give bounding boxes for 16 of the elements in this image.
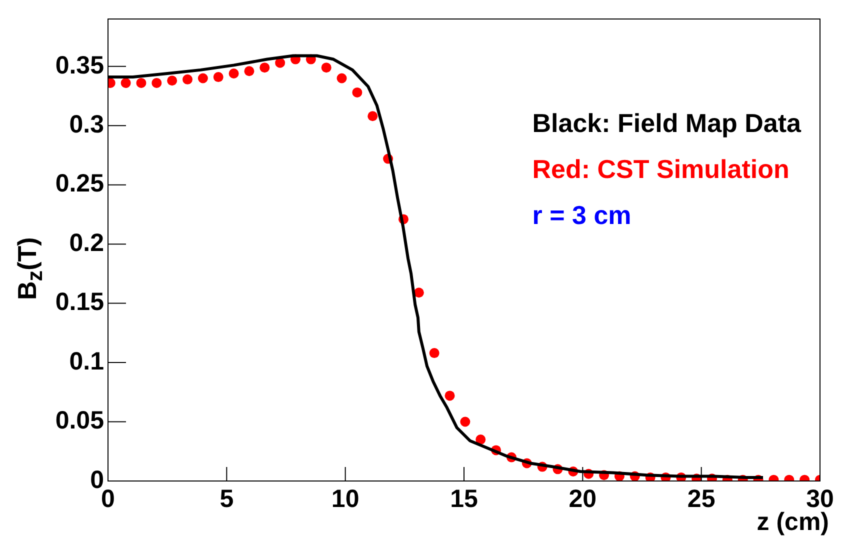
y-tick-label: 0: [90, 466, 104, 494]
y-tick-label: 0.1: [69, 347, 104, 376]
y-tick-label: 0.3: [69, 110, 104, 139]
x-tick-label: 20: [568, 484, 597, 513]
y-tick-label: 0.25: [55, 170, 104, 198]
x-tick-label: 25: [687, 484, 716, 513]
text: Black: Field Map Data: [532, 107, 801, 140]
y-tick-label: 0.15: [55, 288, 104, 316]
y-tick-label: 0.35: [55, 51, 104, 80]
text: Red: CST Simulation: [532, 153, 790, 186]
x-tick-label: 10: [331, 484, 360, 513]
y-tick-label: 0.05: [55, 406, 104, 435]
x-tick-label: 15: [450, 484, 478, 513]
annotation: r = 3 cm: [532, 199, 632, 232]
x-tick-label: 5: [220, 484, 234, 513]
y-tick-label: 0.2: [69, 228, 104, 257]
